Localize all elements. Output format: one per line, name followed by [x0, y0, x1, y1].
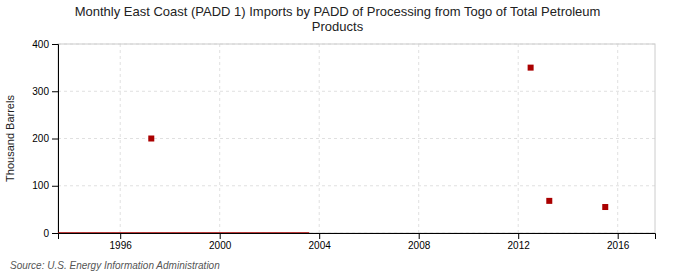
y-axis-tick: 300 — [32, 86, 58, 97]
x-axis: 1996 2000 2004 2008 2012 2016 — [59, 233, 656, 251]
y-axis-domain — [52, 45, 59, 234]
plot-frame — [58, 44, 655, 233]
x-axis-tick-label: 2008 — [408, 240, 431, 251]
y-axis-tick-mark — [52, 233, 58, 234]
y-axis-tick-mark — [52, 186, 58, 187]
grid-line-y — [58, 91, 655, 92]
scatter-point — [528, 65, 534, 71]
x-axis-tick-label: 1996 — [110, 240, 133, 251]
title: Monthly East Coast (PADD 1) Imports by P… — [75, 4, 601, 34]
x-axis-tick-mark — [319, 233, 320, 239]
x-axis-tick: 2008 — [408, 233, 431, 251]
x-axis-tick-mark — [120, 233, 121, 239]
grid-line-y — [58, 185, 655, 186]
y-axis-tick: 200 — [32, 133, 58, 144]
scatter-point — [602, 204, 608, 210]
x-axis-tick-mark — [419, 233, 420, 239]
title-line: Products — [312, 19, 364, 34]
y-axis: 0 100 200 300 400 — [32, 39, 58, 239]
y-axis-tick-label: 400 — [32, 39, 49, 50]
x-axis-tick: 2012 — [508, 233, 531, 251]
x-axis-tick: 1996 — [110, 233, 133, 251]
title-line: Monthly East Coast (PADD 1) Imports by P… — [75, 4, 601, 19]
x-axis-tick-mark — [618, 233, 619, 239]
y-axis-tick: 400 — [32, 39, 58, 50]
annotation: Source: U.S. Energy Information Administ… — [10, 260, 220, 271]
grid-line-y — [58, 138, 655, 139]
x-axis-tick-label: 2004 — [309, 240, 332, 251]
scatter-point — [148, 136, 154, 142]
y-axis-tick: 0 — [43, 228, 58, 239]
x-axis-tick-mark — [220, 233, 221, 239]
y-axis-tick-mark — [52, 91, 58, 92]
grid — [58, 44, 655, 233]
chart: 1996 2000 2004 2008 2012 2016 0 100 200 300 400 Mon… — [0, 0, 675, 275]
scatter-point — [546, 198, 552, 204]
x-axis-tick-label: 2016 — [607, 240, 630, 251]
y-axis-tick-mark — [52, 139, 58, 140]
y-axis-tick-label: 0 — [43, 228, 49, 239]
y-axis-label: Thousand Barrels — [4, 95, 16, 182]
x-axis-tick: 2004 — [309, 233, 332, 251]
plot-area — [58, 65, 608, 233]
x-axis-tick-label: 2000 — [209, 240, 232, 251]
y-axis-tick-label: 200 — [32, 133, 49, 144]
grid-line-x — [518, 44, 519, 233]
y-axis-tick-mark — [52, 44, 58, 45]
series-line — [58, 232, 309, 233]
x-axis-tick-mark — [518, 233, 519, 239]
x-axis-tick-label: 2012 — [508, 240, 531, 251]
x-axis-tick: 2016 — [607, 233, 630, 251]
y-axis-tick-label: 300 — [32, 86, 49, 97]
y-axis-tick: 100 — [32, 180, 58, 191]
x-axis-tick: 2000 — [209, 233, 232, 251]
y-axis-tick-label: 100 — [32, 180, 49, 191]
x-axis-domain — [59, 234, 656, 240]
